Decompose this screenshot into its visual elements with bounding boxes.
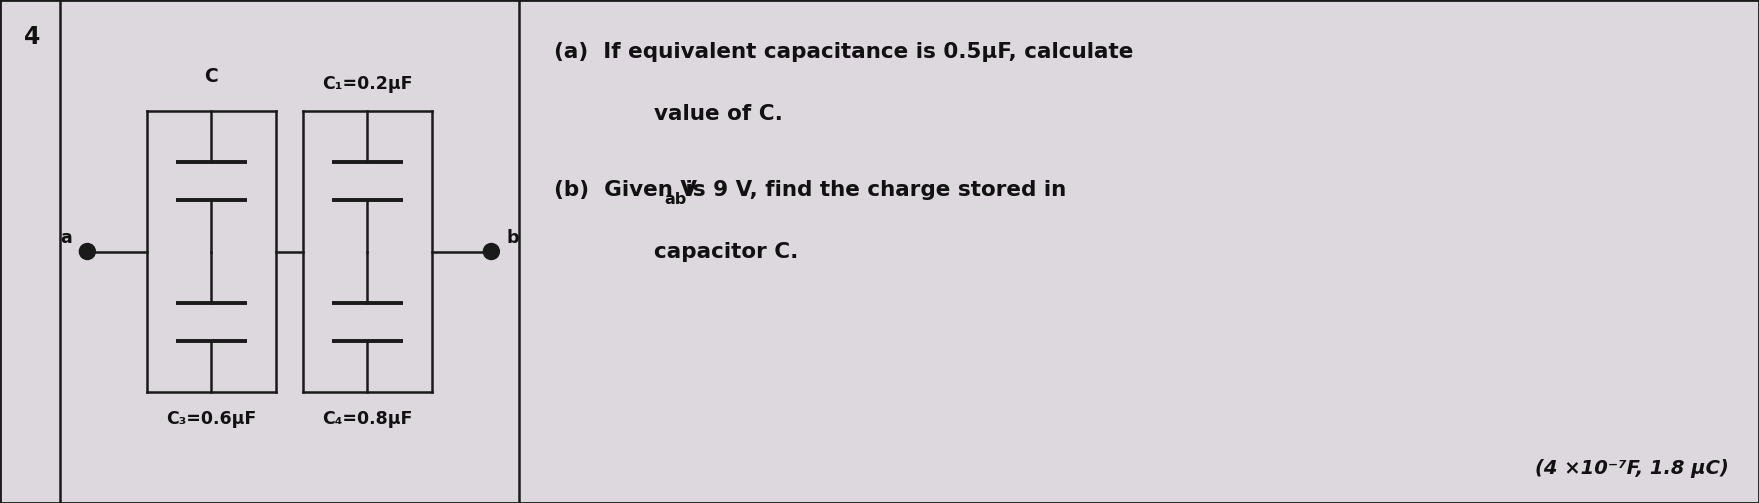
Text: C₄=0.8μF: C₄=0.8μF [322, 410, 413, 429]
Text: b: b [507, 228, 519, 246]
Text: C: C [204, 67, 218, 86]
Text: (4 ×10⁻⁷F, 1.8 μC): (4 ×10⁻⁷F, 1.8 μC) [1536, 459, 1729, 478]
Text: (b)  Given V: (b) Given V [554, 180, 697, 200]
Text: C₁=0.2μF: C₁=0.2μF [322, 74, 413, 93]
Circle shape [79, 243, 95, 260]
Text: value of C.: value of C. [609, 104, 783, 124]
Text: ab: ab [665, 192, 686, 207]
Text: is 9 V, find the charge stored in: is 9 V, find the charge stored in [677, 180, 1066, 200]
Text: C₃=0.6μF: C₃=0.6μF [165, 410, 257, 429]
Text: (a)  If equivalent capacitance is 0.5μF, calculate: (a) If equivalent capacitance is 0.5μF, … [554, 42, 1133, 62]
Text: capacitor C.: capacitor C. [609, 242, 799, 262]
Text: a: a [60, 228, 72, 246]
Circle shape [484, 243, 500, 260]
Text: 4: 4 [23, 25, 40, 49]
